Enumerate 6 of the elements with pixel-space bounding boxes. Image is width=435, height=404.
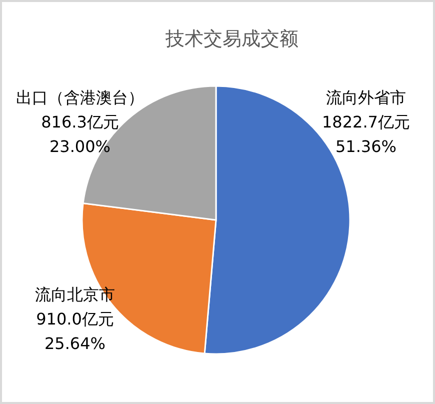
data-label: 816.3亿元 23.00% xyxy=(41,112,119,156)
slice-label: 出口（含港澳台） xyxy=(16,88,144,107)
data-label: 1822.7亿元 51.36% xyxy=(322,112,410,156)
chart-title: 技术交易成交额 xyxy=(164,28,298,50)
slice-label: 流向外省市 xyxy=(326,88,406,107)
data-label: 910.0亿元 25.64% xyxy=(36,310,114,353)
